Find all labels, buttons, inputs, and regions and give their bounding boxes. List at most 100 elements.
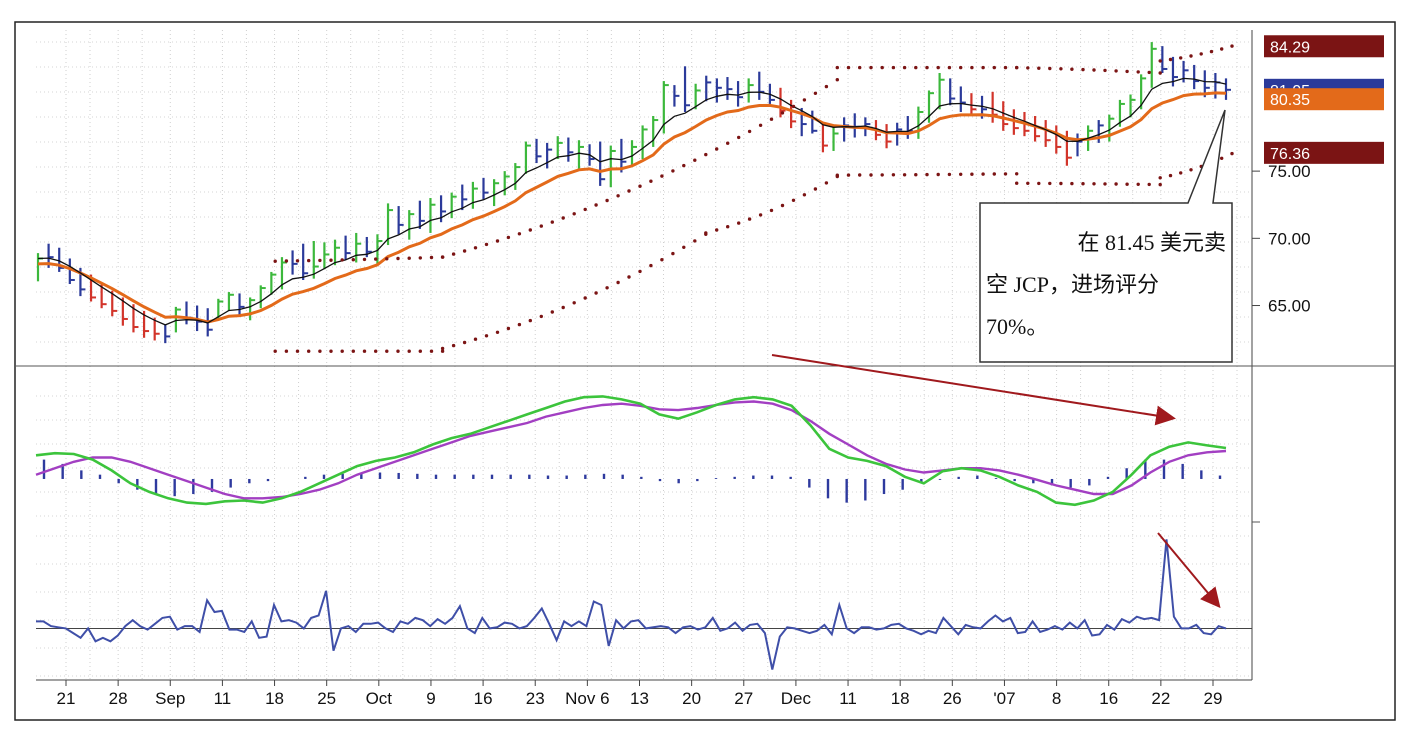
upper-band-dot [947,65,952,70]
upper-band-dot [329,258,333,262]
lower-band-dot [747,217,752,221]
lower-band-dot [981,172,985,176]
upper-band-dot [495,239,500,243]
lower-band-dot [970,172,974,176]
macd-line [35,395,1227,507]
price-tag-label: 84.29 [1270,39,1310,56]
upper-band-dot [1081,67,1085,72]
lower-band-dot [517,322,522,327]
callout-box [979,109,1233,363]
lower-band-dot [1059,181,1063,186]
x-tick-label: 25 [317,689,336,708]
lower-band-dot [846,173,851,177]
upper-band-dot [1059,67,1063,71]
lower-band-dot [506,326,511,331]
lower-band-dot [891,173,896,177]
lower-band-dot [451,343,456,348]
upper-band-dot [561,216,565,220]
upper-band-dot [1103,68,1107,73]
upper-band-dot [737,135,741,140]
upper-band-dot [660,174,664,178]
lower-band-dot [1103,182,1107,186]
upper-band-dot [528,228,532,232]
lower-band-dot [440,349,445,353]
lower-band-dot [1158,176,1162,180]
x-tick-label: 29 [1204,689,1223,708]
x-tick-label: 22 [1151,689,1170,708]
upper-band-dot [473,246,478,250]
axes: 21 28 Sep 11 18 25 Oct 9 16 23 Nov 6 13 20 27 Dec 11 18 2… [16,30,1395,708]
lower-band-dot [704,231,708,235]
x-tick-label: 23 [526,689,545,708]
lower-band-dot [362,349,367,353]
lower-band-dot [780,203,785,208]
upper-band-dot [813,91,818,96]
ema-slow-line [37,91,1227,324]
lower-band-dot [936,172,940,177]
macd-panel [35,395,1227,507]
lower-band-dot [440,346,445,351]
lower-band-dot [473,337,478,341]
x-tick-label: 9 [426,689,435,708]
upper-band-dot [284,259,289,263]
lower-band-dot [813,187,818,191]
upper-band-dot [835,78,839,82]
lower-band-dot [273,349,277,353]
lower-band-dot [1147,182,1151,187]
upper-band-dot [902,65,907,70]
upper-band-dot [583,207,587,212]
upper-band-dot [1037,66,1041,70]
upper-band-dot [318,258,322,263]
lower-band-dot [429,349,434,353]
lower-band-dot [1179,171,1183,175]
outer-border [14,21,1396,721]
upper-band-dot [959,65,963,70]
callout-line-2: 空 JCP，进场评分 [986,272,1159,297]
lower-band-dot [307,349,311,353]
x-tick-label: 8 [1052,689,1061,708]
upper-band-dot [1048,66,1052,71]
lower-band-dot [550,310,554,314]
upper-band-dot [407,256,411,260]
upper-band-dot [802,98,807,102]
upper-band-dot [880,65,884,70]
lower-band-dot [418,349,422,353]
lower-band-dot [295,349,300,353]
upper-band-dot [1092,68,1096,72]
upper-band-dot [1168,57,1173,62]
upper-band-dot [693,158,697,162]
lower-band-dot [284,349,289,353]
upper-band-dot [539,224,543,228]
lower-band-dot [1048,181,1052,186]
upper-band-dot [869,65,873,70]
lower-band-dot [407,349,411,353]
lower-band-dot [737,221,741,225]
ema-fast-line [37,77,1227,326]
x-tick-label: 21 [57,689,76,708]
upper-band-dot [1199,52,1203,56]
lower-band-dot [925,172,929,177]
lower-band-dot [583,296,587,300]
upper-band-dot [981,65,985,70]
lower-band-dot [880,173,884,177]
price-tag [1264,141,1384,164]
price-tag [1264,88,1384,111]
lower-band-dot [914,173,918,177]
upper-band-dot [1147,70,1151,75]
lower-band-dot [1230,151,1234,156]
x-tick-label: 11 [839,689,857,708]
lower-band-dot [802,193,807,197]
lower-band-dot [693,239,697,243]
upper-band-dot [340,258,344,262]
upper-band-dot [506,235,511,240]
upper-band-dot [418,256,422,260]
upper-band-dot [715,147,719,151]
lower-band-dot [1220,156,1224,160]
lower-band-dot [671,251,675,256]
upper-band-dot [682,163,686,168]
lower-band-dot [1189,168,1193,172]
x-tick-label: Oct [366,689,393,708]
upper-band-dot [780,111,785,115]
upper-band-dot [307,258,311,263]
